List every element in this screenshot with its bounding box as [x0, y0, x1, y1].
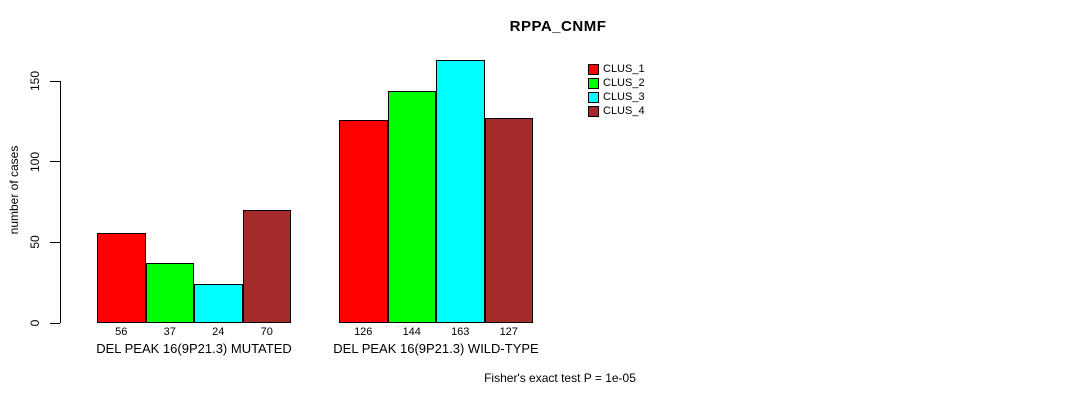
legend-swatch: [588, 106, 599, 117]
y-tick-label: 100: [28, 151, 42, 172]
legend-swatch: [588, 64, 599, 75]
chart-title: RPPA_CNMF: [509, 18, 607, 35]
bar-clus_4: [242, 210, 291, 323]
bar-clus_2: [145, 263, 194, 323]
x-axis-group-label: DEL PEAK 16(9P21.3) MUTATED: [96, 341, 292, 356]
y-tick-label: 0: [28, 319, 42, 327]
bar-value-label: 126: [354, 326, 373, 338]
legend-swatch: [588, 78, 599, 89]
y-axis-label: number of cases: [7, 145, 21, 235]
bar-value-label: 70: [260, 326, 273, 338]
bar-value-label: 56: [115, 326, 128, 338]
legend-label: CLUS_2: [603, 77, 645, 89]
y-tick-label: 150: [28, 70, 42, 92]
bar-value-label: 127: [499, 326, 518, 338]
bar-clus_2: [387, 90, 436, 323]
bar-value-label: 37: [163, 326, 176, 338]
bar-clus_3: [194, 284, 243, 323]
bar-value-label: 24: [212, 326, 225, 338]
legend-swatch: [588, 92, 599, 103]
legend-label: CLUS_4: [603, 105, 645, 117]
y-tick: [50, 241, 60, 243]
y-tick-label: 50: [28, 235, 42, 250]
legend-label: CLUS_1: [603, 63, 645, 75]
bar-clus_3: [436, 60, 485, 323]
bar-clus_1: [97, 232, 146, 323]
x-axis-group-label: DEL PEAK 16(9P21.3) WILD-TYPE: [333, 341, 539, 356]
legend-item: CLUS_1: [588, 64, 645, 75]
y-tick: [50, 161, 60, 163]
footnote: Fisher's exact test P = 1e-05: [484, 371, 636, 385]
legend-label: CLUS_3: [603, 91, 645, 103]
bar-value-label: 144: [402, 326, 421, 338]
bar-clus_4: [484, 118, 533, 323]
bar-value-label: 163: [451, 326, 470, 338]
legend: CLUS_1 CLUS_2 CLUS_3 CLUS_4: [588, 64, 645, 120]
legend-item: CLUS_4: [588, 106, 645, 117]
legend-item: CLUS_2: [588, 78, 645, 89]
y-tick: [50, 80, 60, 82]
bar-clus_1: [339, 119, 388, 323]
legend-item: CLUS_3: [588, 92, 645, 103]
y-axis-line: [60, 81, 61, 323]
y-tick: [50, 322, 60, 324]
